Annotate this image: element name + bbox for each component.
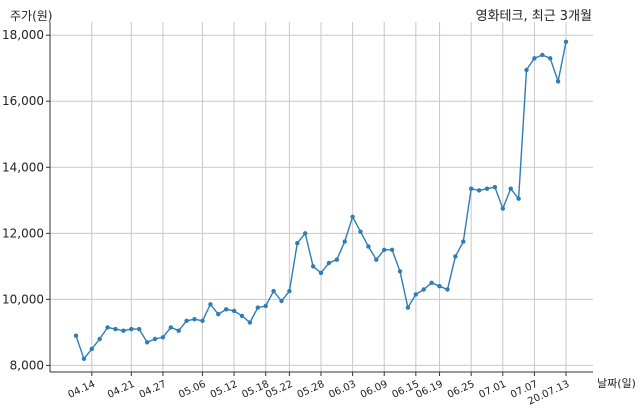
data-point [469, 186, 474, 191]
x-tick-label: 06.09 [359, 379, 390, 401]
gridlines [50, 22, 593, 372]
data-point [121, 328, 126, 333]
data-point [271, 288, 276, 294]
y-axis-ticks: 8,000 10,000 12,000 14,000 16,000 18,000 [2, 28, 50, 372]
data-point [461, 239, 466, 244]
data-point [516, 196, 521, 201]
data-point [73, 333, 79, 338]
data-point [113, 326, 118, 332]
data-point [413, 292, 418, 297]
data-point [421, 287, 426, 292]
data-point [334, 257, 339, 262]
data-point [555, 79, 561, 84]
data-point [137, 326, 142, 332]
data-point [247, 320, 253, 325]
x-tick-label: 05.06 [177, 379, 208, 401]
price-series [73, 39, 569, 361]
y-tick-label: 8,000 [10, 358, 44, 372]
data-point [168, 325, 173, 330]
data-point [160, 335, 166, 340]
data-point [208, 302, 213, 307]
data-point [374, 257, 379, 262]
data-point [397, 269, 403, 274]
data-point [342, 239, 347, 244]
x-tick-label: 05.22 [264, 379, 295, 401]
x-axis-label: 날짜(일) [597, 376, 636, 390]
data-point [524, 67, 529, 73]
data-point [492, 184, 498, 190]
data-point [326, 260, 332, 266]
y-tick-label: 10,000 [2, 292, 44, 306]
x-tick-label: 06.19 [414, 379, 445, 401]
y-tick-label: 18,000 [2, 28, 44, 42]
x-tick-label: 06.03 [327, 379, 358, 401]
data-point [445, 287, 450, 292]
x-tick-label: 05.28 [296, 379, 327, 401]
data-point [216, 312, 221, 317]
data-point [358, 229, 363, 234]
data-point [144, 340, 150, 345]
x-tick-label: 04.14 [66, 379, 97, 401]
data-point [81, 356, 87, 361]
data-point [453, 254, 458, 259]
data-point [255, 305, 260, 310]
data-point [405, 305, 411, 310]
data-point [437, 284, 442, 289]
data-point [97, 336, 102, 342]
data-point [563, 39, 569, 44]
data-point [184, 318, 189, 323]
data-point [382, 247, 387, 252]
data-point [152, 336, 158, 342]
data-point [105, 325, 110, 330]
data-point [318, 270, 324, 276]
data-point [429, 280, 434, 285]
data-point [303, 231, 308, 236]
data-point [287, 288, 292, 294]
x-tick-label: 04.21 [106, 379, 137, 401]
data-point [548, 56, 553, 61]
y-tick-label: 16,000 [2, 94, 44, 108]
data-point [540, 52, 545, 58]
data-point [389, 247, 395, 252]
data-point [279, 298, 284, 304]
data-point [508, 186, 513, 191]
data-point [484, 186, 490, 191]
data-point [366, 244, 371, 249]
data-point [295, 241, 300, 246]
data-point [192, 317, 197, 322]
data-point [310, 264, 316, 269]
data-point [532, 56, 537, 61]
data-point [263, 303, 268, 309]
data-point [476, 188, 482, 193]
data-point [239, 313, 245, 319]
y-tick-label: 14,000 [2, 160, 44, 174]
x-tick-label: 06.25 [446, 379, 477, 401]
data-point [129, 326, 134, 332]
data-point [350, 214, 355, 219]
data-point [176, 328, 181, 333]
y-tick-label: 12,000 [2, 226, 44, 240]
data-point [231, 308, 237, 314]
x-tick-label: 04.27 [138, 379, 169, 401]
data-point [200, 318, 205, 323]
x-tick-label: 07.01 [477, 379, 508, 401]
data-point [89, 346, 95, 352]
data-point [500, 206, 505, 211]
y-axis-label: 주가(원) [10, 9, 52, 23]
x-tick-label: 05.12 [209, 379, 240, 401]
data-point [224, 307, 229, 312]
chart-title: 영화테크, 최근 3개월 [476, 9, 592, 24]
